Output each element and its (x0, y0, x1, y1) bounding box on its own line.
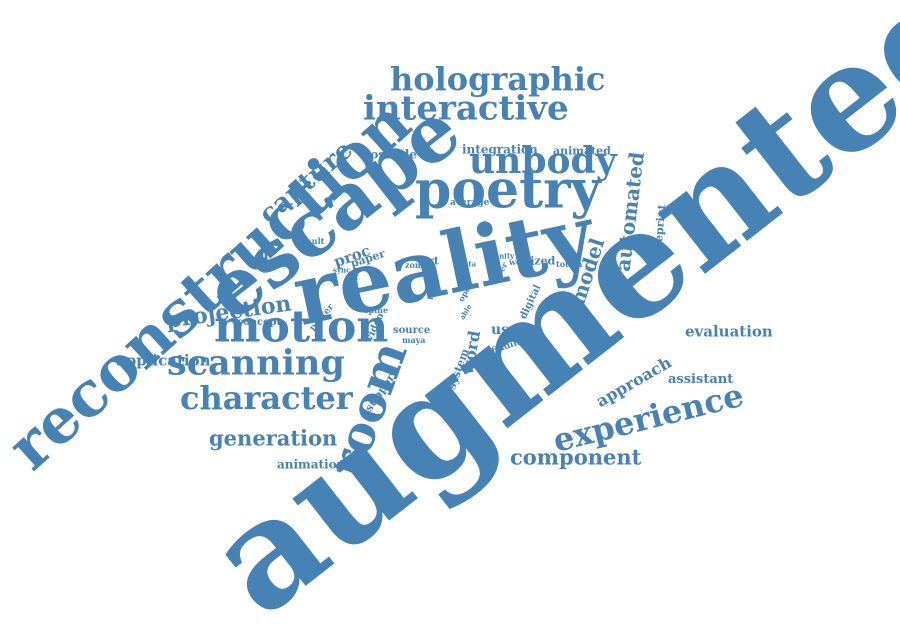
word-totem: totem (556, 258, 583, 269)
word-source: source (393, 325, 431, 337)
word-average: average (450, 197, 490, 208)
word-holographic: holographic (390, 60, 606, 99)
word-concept: concept (237, 317, 282, 329)
word-application: application (116, 351, 211, 370)
word-unbody: unbody (469, 139, 617, 182)
word-maya: maya (402, 334, 426, 345)
word-motion: motion (214, 301, 389, 353)
word-assistant: assistant (668, 371, 734, 387)
word-art: art (421, 254, 440, 268)
word-possible: possible (362, 147, 418, 162)
word-character: character (180, 379, 353, 418)
word-user: user (491, 322, 526, 339)
word-interactive: interactive (363, 88, 569, 129)
word-animation: animation (277, 457, 346, 472)
word-result: result (298, 235, 325, 246)
word-unity: unity (494, 251, 515, 261)
word-sync: sync (333, 265, 351, 275)
word-world: world (509, 256, 535, 267)
word-sized: sized (524, 254, 556, 268)
word-component: component (510, 444, 642, 470)
word-scanning: scanning (167, 342, 345, 384)
word-spine: spine (364, 304, 389, 315)
word-animated: animated (553, 144, 611, 158)
word-data: data (459, 259, 477, 269)
word-integration: integration (462, 142, 538, 157)
word-zone: zone (405, 259, 426, 270)
word-poetry: poetry (415, 159, 601, 221)
word-life: life (425, 286, 437, 301)
word-evaluation: evaluation (685, 322, 773, 341)
word-generation: generation (209, 425, 338, 451)
